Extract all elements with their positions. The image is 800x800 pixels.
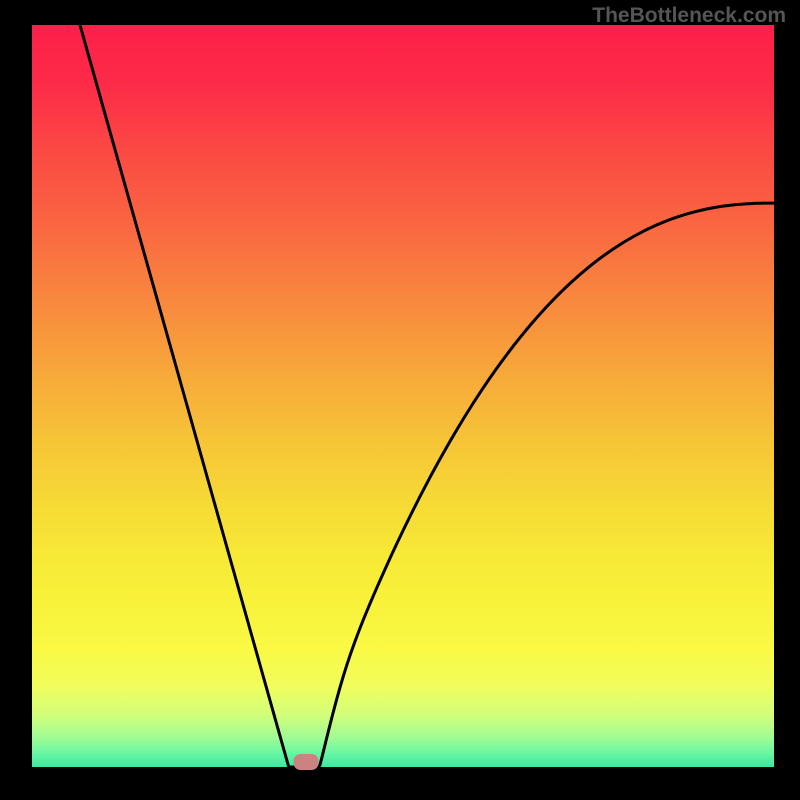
chart-container: TheBottleneck.com [0, 0, 800, 800]
watermark-label: TheBottleneck.com [592, 4, 786, 28]
optimum-marker [293, 754, 318, 770]
bottleneck-curve [0, 0, 800, 800]
